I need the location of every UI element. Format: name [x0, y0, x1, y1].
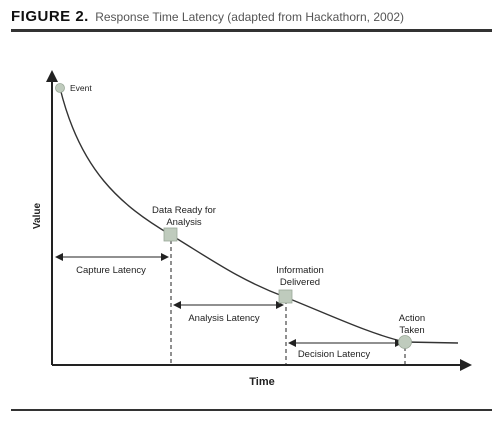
- action-taken-label-line2: Taken: [399, 325, 424, 336]
- capture-latency-label: Capture Latency: [76, 265, 146, 276]
- info-delivered-marker: [278, 289, 293, 304]
- info-delivered-label-line1: Information: [276, 265, 324, 276]
- figure-header: FIGURE 2. Response Time Latency (adapted…: [11, 8, 491, 25]
- y-axis-label: Value: [32, 203, 43, 230]
- top-rule: [11, 29, 492, 32]
- figure-label: FIGURE 2.: [11, 8, 89, 25]
- x-axis-label: Time: [249, 376, 274, 388]
- figure-caption: Response Time Latency (adapted from Hack…: [95, 10, 405, 24]
- data-ready-label-line1: Data Ready for: [152, 205, 216, 216]
- figure-title: FIGURE 2. Response Time Latency (adapted…: [11, 8, 491, 25]
- decision-latency-label: Decision Latency: [298, 349, 371, 360]
- data-ready-label-line2: Analysis: [166, 217, 202, 228]
- bottom-rule: [11, 409, 492, 411]
- decay-curve: [59, 87, 459, 344]
- data-ready-marker: [163, 227, 178, 242]
- analysis-latency-label: Analysis Latency: [188, 313, 260, 324]
- event-marker: [55, 83, 65, 93]
- action-taken-label-line1: Action: [399, 313, 425, 324]
- action-taken-marker: [398, 335, 412, 349]
- event-label: Event: [70, 83, 92, 93]
- info-delivered-label-line2: Delivered: [280, 277, 320, 288]
